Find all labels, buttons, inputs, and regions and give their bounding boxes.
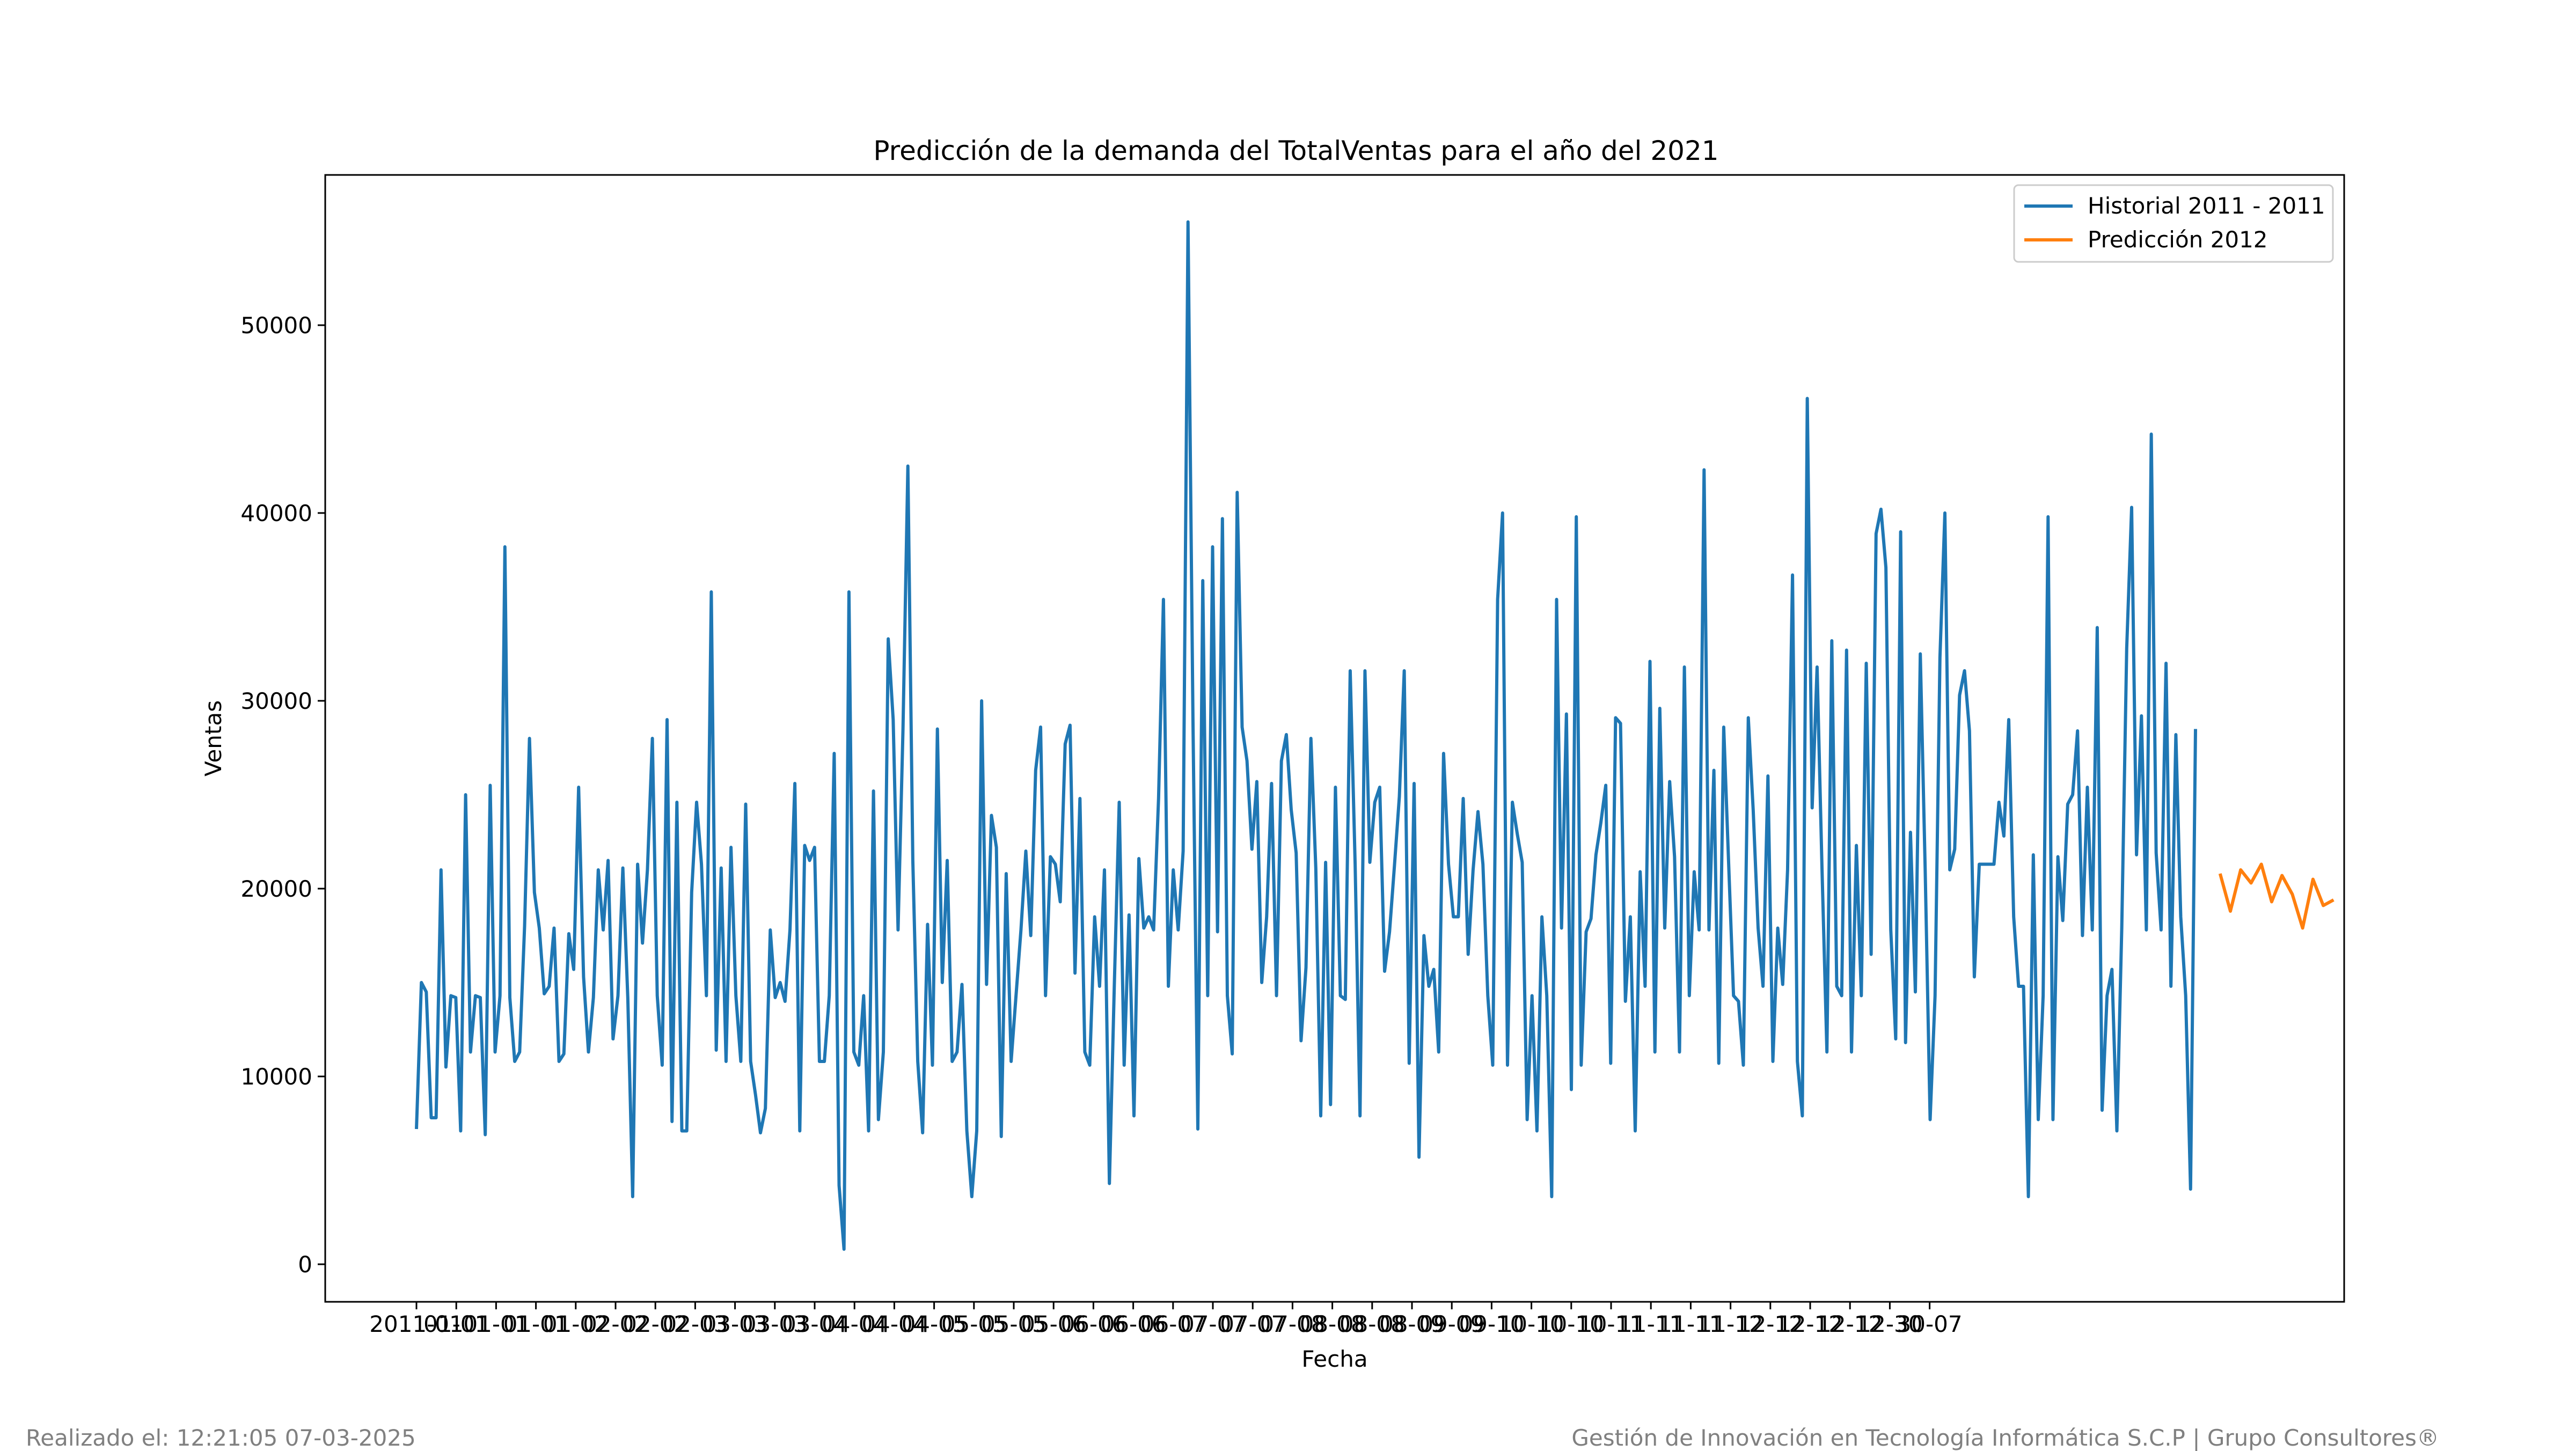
x-tick-label: 01-01 — [463, 1311, 529, 1337]
x-tick-label: 01-01 — [503, 1311, 569, 1337]
x-tick-label: 09-09 — [1419, 1311, 1484, 1337]
x-tick-label: 07-07 — [1180, 1311, 1246, 1337]
legend-box — [2013, 184, 2334, 263]
x-tick-label: 11-11 — [1618, 1311, 1684, 1337]
y-axis-label: Ventas — [200, 700, 226, 776]
y-axis: 0 10000 20000 30000 40000 50000 — [240, 312, 325, 1278]
x-tick-label: 06-06 — [1060, 1311, 1126, 1337]
x-tick-label: 12-12 — [1817, 1311, 1883, 1337]
x-tick-label: 02-03 — [662, 1311, 728, 1337]
x-tick-label: 09-10 — [1459, 1311, 1524, 1337]
legend-label-historial: Historial 2011 - 2011 — [2088, 193, 2325, 219]
plot-area — [324, 174, 2345, 1303]
x-tick-label: 08-08 — [1340, 1311, 1405, 1337]
x-tick-label: 10-11 — [1578, 1311, 1644, 1337]
x-tick-label: 11-12 — [1698, 1311, 1763, 1337]
footer-timestamp: Realizado el: 12:21:05 07-03-2025 — [26, 1425, 416, 1451]
x-tick-label: 07-07 — [1220, 1311, 1285, 1337]
series-line-historial — [415, 220, 2197, 1251]
x-tick-label: 11-11 — [1658, 1311, 1723, 1337]
x-tick-label: 12-12 — [1777, 1311, 1843, 1337]
legend-label-prediccion: Predicción 2012 — [2088, 226, 2268, 253]
x-tick-label: 05-06 — [1021, 1311, 1086, 1337]
x-tick-label: 07-08 — [1260, 1311, 1325, 1337]
x-tick-label: 08-09 — [1379, 1311, 1445, 1337]
x-tick-label: 04-05 — [902, 1311, 967, 1337]
series-layer — [415, 220, 2334, 1251]
x-tick-label: 10-10 — [1499, 1311, 1564, 1337]
x-tick-label: 03-03 — [742, 1311, 808, 1337]
y-tick-label: 40000 — [240, 500, 312, 526]
x-tick-label: 04-04 — [822, 1311, 887, 1337]
y-tick-label: 10000 — [240, 1064, 312, 1090]
x-tick-label: 02-02 — [583, 1311, 648, 1337]
x-tick-label: 12-30 — [1857, 1311, 1922, 1337]
x-tick-label: 03-03 — [702, 1311, 768, 1337]
y-tick-label: 50000 — [240, 312, 312, 339]
y-tick-label: 30000 — [240, 688, 312, 714]
x-tick-label: 01-02 — [543, 1311, 609, 1337]
x-tick-label: 2011-01 — [369, 1311, 464, 1337]
x-tick-label: 04-04 — [861, 1311, 927, 1337]
x-axis: 2011-0101-0101-0101-0101-0202-0202-0202-… — [369, 1302, 1963, 1337]
x-tick-label: 06-07 — [1140, 1311, 1206, 1337]
legend: Historial 2011 - 2011 Predicción 2012 — [2013, 184, 2334, 263]
x-tick-label: 01-01 — [423, 1311, 489, 1337]
x-tick-label: 02-02 — [623, 1311, 688, 1337]
x-axis-label: Fecha — [1301, 1346, 1367, 1372]
x-tick-label: 10-10 — [1539, 1311, 1604, 1337]
x-tick-label: 12-12 — [1738, 1311, 1803, 1337]
x-tick-label: 30-07 — [1897, 1311, 1963, 1337]
chart-title: Predicción de la demanda del TotalVentas… — [873, 135, 1718, 166]
x-tick-label: 05-05 — [981, 1311, 1046, 1337]
x-tick-label: 06-06 — [1101, 1311, 1166, 1337]
series-line-prediccion — [2218, 862, 2334, 930]
x-tick-label: 05-05 — [941, 1311, 1007, 1337]
footer-company: Gestión de Innovación en Tecnología Info… — [1571, 1425, 2439, 1451]
x-tick-label: 03-04 — [782, 1311, 847, 1337]
y-tick-label: 20000 — [240, 876, 312, 902]
y-tick-label: 0 — [298, 1251, 312, 1278]
x-tick-label: 08-08 — [1300, 1311, 1365, 1337]
